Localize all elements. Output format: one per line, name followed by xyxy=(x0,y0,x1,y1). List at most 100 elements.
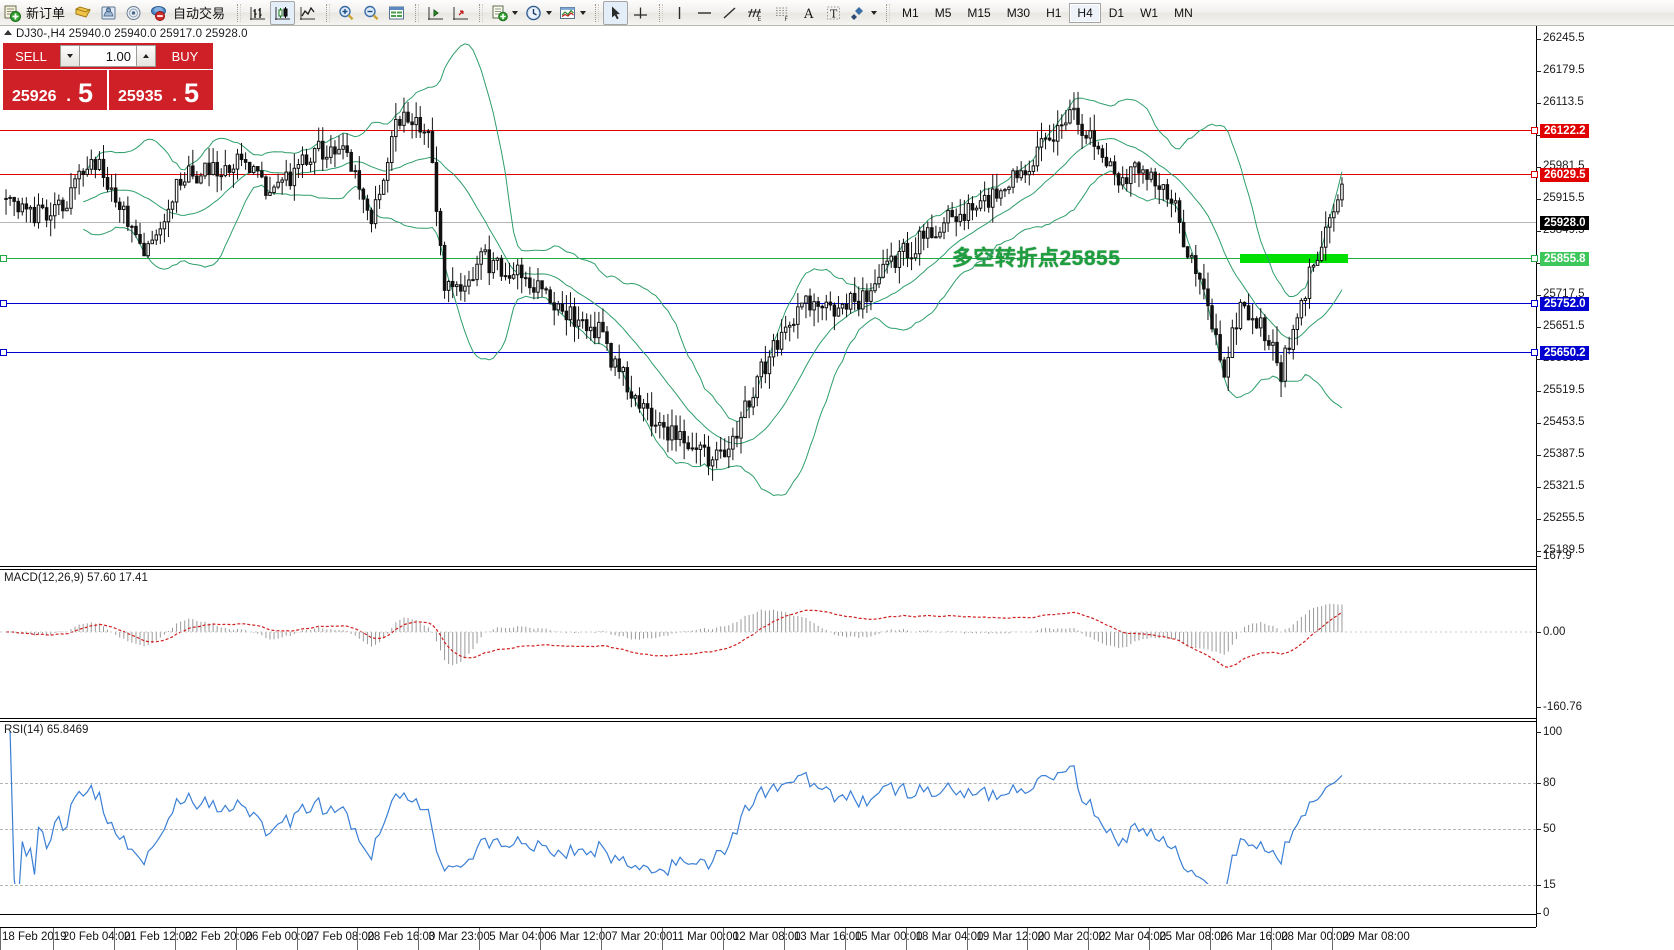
price-axis-line xyxy=(1536,26,1537,927)
timeframe-m30-button[interactable]: M30 xyxy=(1006,5,1031,20)
trendline-button[interactable] xyxy=(717,1,742,25)
support-line-25752[interactable] xyxy=(0,303,1536,304)
support-line-25650[interactable] xyxy=(0,352,1536,353)
sell-price-integer: 25926 xyxy=(12,88,57,105)
pivot-handle-25855[interactable] xyxy=(1531,255,1538,262)
auto-trading-label: 自动交易 xyxy=(173,6,226,21)
zoom-in-button[interactable] xyxy=(334,1,359,25)
rsi-tick-50: 50 xyxy=(1543,823,1556,835)
time-axis-separator xyxy=(905,928,907,950)
toolbar-separator xyxy=(412,3,420,23)
support-handle-left-25650[interactable] xyxy=(0,349,7,356)
collapse-triangle-icon[interactable] xyxy=(4,30,12,35)
toolbar-separator xyxy=(592,3,600,23)
auto-scroll-button[interactable] xyxy=(448,1,473,25)
price-tickmark-25783-5 xyxy=(1536,263,1541,264)
rsi-level-80-gridline xyxy=(0,783,1536,784)
time-axis[interactable]: 18 Feb 2019 20 Feb 04:00 21 Feb 12:00 22 Fe… xyxy=(0,927,1536,950)
timeframe-m5-button[interactable]: M5 xyxy=(934,5,952,20)
candlestick-chart-button[interactable] xyxy=(270,0,296,25)
resistance-line-26029[interactable] xyxy=(0,174,1536,175)
rsi-panel-bottom-border xyxy=(0,914,1536,915)
text-label-button[interactable]: T xyxy=(821,1,846,25)
chevron-down-icon[interactable] xyxy=(580,10,587,15)
period-button[interactable] xyxy=(521,1,555,25)
chevron-down-icon[interactable] xyxy=(512,10,519,15)
buy-button[interactable]: BUY xyxy=(157,43,213,69)
timeframe-m15-button[interactable]: M15 xyxy=(967,5,991,20)
timeframe-h4-button[interactable]: H4 xyxy=(1069,2,1101,23)
time-tick-label: 12 Mar 08:00 xyxy=(732,931,801,943)
chart-container[interactable]: DJ30-,H4 25940.0 25940.0 25917.0 25928.0… xyxy=(0,26,1674,950)
price-tickmark-26179-5 xyxy=(1536,71,1541,72)
timeframe-d1-button[interactable]: D1 xyxy=(1108,5,1125,20)
support-handle-25650[interactable] xyxy=(1531,349,1538,356)
sell-price-cell[interactable]: 25926 . 5 xyxy=(3,70,107,110)
toolbar-separator xyxy=(883,3,891,23)
vertical-line-button[interactable] xyxy=(667,1,692,25)
timeframe-h1-button[interactable]: H1 xyxy=(1046,5,1062,20)
templates-button[interactable] xyxy=(487,1,521,25)
data-window-button[interactable] xyxy=(384,1,409,25)
chevron-down-icon[interactable] xyxy=(546,10,553,15)
macd-panel-top-border2 xyxy=(0,569,1536,570)
one-click-trading-panel[interactable]: SELL 1.00 BUY 25926 . 5 25935 . 5 xyxy=(3,43,213,110)
zoom-out-button[interactable] xyxy=(359,1,384,25)
volume-increase-button[interactable] xyxy=(136,45,156,67)
time-tick-label: 13 Mar 16:00 xyxy=(793,931,862,943)
buy-price-cell[interactable]: 25935 . 5 xyxy=(109,70,213,110)
period-icon xyxy=(526,5,541,20)
profiles-icon xyxy=(101,6,116,19)
chevron-down-icon[interactable] xyxy=(871,10,878,15)
price-tickmark-25321-5 xyxy=(1536,487,1541,488)
sell-button[interactable]: SELL xyxy=(3,43,59,69)
timeframe-w1-button[interactable]: W1 xyxy=(1140,5,1159,20)
horizontal-line-button[interactable] xyxy=(692,1,717,25)
support-handle-25752[interactable] xyxy=(1531,300,1538,307)
rsi-chart[interactable] xyxy=(0,724,1536,884)
svg-text:T: T xyxy=(830,7,838,20)
profiles-button[interactable] xyxy=(96,1,121,25)
bar-chart-icon xyxy=(250,6,266,20)
resistance-handle-26122[interactable] xyxy=(1531,127,1538,134)
shapes-button[interactable] xyxy=(846,1,880,25)
buy-price-integer: 25935 xyxy=(118,88,163,105)
time-tick-label: 20 Mar 20:00 xyxy=(1037,931,1106,943)
crosshair-icon xyxy=(634,7,648,18)
bar-chart-button[interactable] xyxy=(245,1,270,25)
volume-stepper[interactable]: 1.00 xyxy=(59,43,157,69)
buy-price-dot: . xyxy=(172,86,177,105)
chart-shift-button[interactable] xyxy=(423,1,448,25)
crosshair-button[interactable] xyxy=(628,1,653,25)
resistance-line-26122[interactable] xyxy=(0,130,1536,131)
timeframe-mn-button[interactable]: MN xyxy=(1174,5,1193,20)
time-axis-separator xyxy=(1332,928,1333,950)
cursor-button[interactable] xyxy=(603,0,629,25)
text-button[interactable]: A xyxy=(796,1,821,25)
pivot-line-25855[interactable] xyxy=(0,258,1536,259)
support-handle-left-25752[interactable] xyxy=(0,300,7,307)
fibonacci-button[interactable]: F xyxy=(769,1,796,25)
cursor-icon xyxy=(612,6,621,19)
new-order-button[interactable]: 新订单 xyxy=(0,1,71,25)
folder-button[interactable] xyxy=(71,1,96,25)
resistance-handle-26029[interactable] xyxy=(1531,171,1538,178)
price-tick-26113-5: 26113.5 xyxy=(1543,96,1584,108)
elliott-wave-button[interactable]: E xyxy=(742,1,769,25)
auto-trading-button[interactable]: 自动交易 xyxy=(146,1,231,25)
rsi-tickmark-0 xyxy=(1536,913,1541,914)
timeframe-m1-button[interactable]: M1 xyxy=(902,5,919,20)
macd-signal-line xyxy=(5,609,1343,668)
macd-chart[interactable] xyxy=(0,572,1536,734)
time-tick-label: 6 Mar 12:00 xyxy=(550,931,612,943)
chart-shift-icon xyxy=(428,6,444,20)
volume-decrease-button[interactable] xyxy=(60,45,80,67)
macd-tickmark-167 xyxy=(1536,556,1541,557)
volume-input[interactable]: 1.00 xyxy=(80,45,136,67)
indicators-button[interactable] xyxy=(555,1,589,25)
price-tickmark-26047-5 xyxy=(1536,135,1541,136)
market-watch-button[interactable] xyxy=(121,1,146,25)
pivot-handle-left-25855[interactable] xyxy=(0,255,7,262)
main-price-chart[interactable] xyxy=(0,39,1536,551)
line-chart-button[interactable] xyxy=(295,1,320,25)
